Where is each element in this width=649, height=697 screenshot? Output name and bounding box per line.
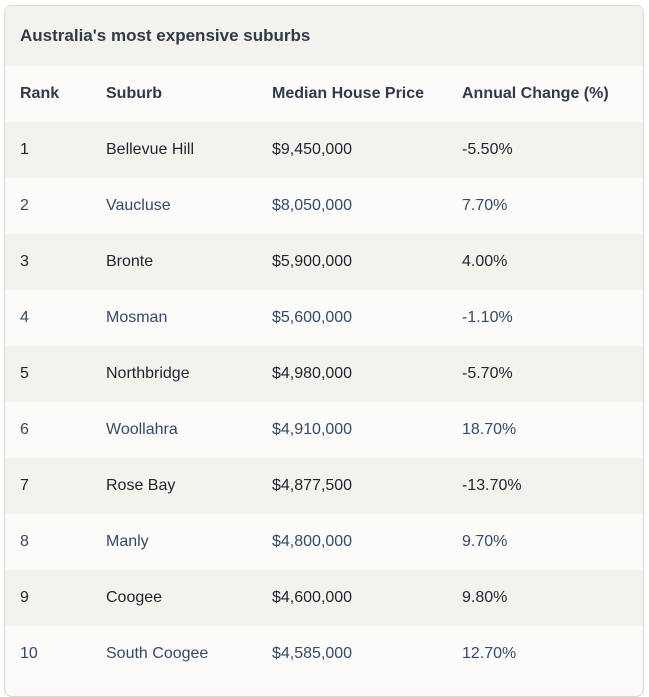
table-row: 6 Woollahra $4,910,000 18.70% <box>5 402 643 458</box>
table-row: 1 Bellevue Hill $9,450,000 -5.50% <box>5 122 643 178</box>
suburb-cell: Rose Bay <box>106 458 272 514</box>
rank-cell: 7 <box>5 458 106 514</box>
column-header-suburb: Suburb <box>106 66 272 122</box>
suburb-cell: South Coogee <box>106 626 272 682</box>
rank-cell: 1 <box>5 122 106 178</box>
suburb-cell: Mosman <box>106 290 272 346</box>
suburbs-table-card: Australia's most expensive suburbs Rank … <box>4 5 644 697</box>
table-row: 8 Manly $4,800,000 9.70% <box>5 514 643 570</box>
rank-cell: 8 <box>5 514 106 570</box>
table-header-row: Rank Suburb Median House Price Annual Ch… <box>5 66 643 122</box>
suburb-cell: Vaucluse <box>106 178 272 234</box>
table-row: 2 Vaucluse $8,050,000 7.70% <box>5 178 643 234</box>
suburb-cell: Bellevue Hill <box>106 122 272 178</box>
change-cell: 9.70% <box>462 514 643 570</box>
change-cell: -13.70% <box>462 458 643 514</box>
table-row: 5 Northbridge $4,980,000 -5.70% <box>5 346 643 402</box>
price-cell: $4,800,000 <box>272 514 462 570</box>
column-header-median-house-price: Median House Price <box>272 66 462 122</box>
column-header-rank: Rank <box>5 66 106 122</box>
price-cell: $5,600,000 <box>272 290 462 346</box>
price-cell: $5,900,000 <box>272 234 462 290</box>
change-cell: -5.50% <box>462 122 643 178</box>
suburb-cell: Manly <box>106 514 272 570</box>
price-cell: $4,585,000 <box>272 626 462 682</box>
table-row: 3 Bronte $5,900,000 4.00% <box>5 234 643 290</box>
rank-cell: 4 <box>5 290 106 346</box>
table-title: Australia's most expensive suburbs <box>5 6 643 66</box>
price-cell: $9,450,000 <box>272 122 462 178</box>
rank-cell: 10 <box>5 626 106 682</box>
suburbs-table: Rank Suburb Median House Price Annual Ch… <box>5 66 643 682</box>
table-row: 9 Coogee $4,600,000 9.80% <box>5 570 643 626</box>
rank-cell: 2 <box>5 178 106 234</box>
suburb-cell: Woollahra <box>106 402 272 458</box>
change-cell: 18.70% <box>462 402 643 458</box>
column-header-annual-change: Annual Change (%) <box>462 66 643 122</box>
change-cell: -5.70% <box>462 346 643 402</box>
rank-cell: 9 <box>5 570 106 626</box>
price-cell: $4,877,500 <box>272 458 462 514</box>
change-cell: 9.80% <box>462 570 643 626</box>
change-cell: 7.70% <box>462 178 643 234</box>
change-cell: -1.10% <box>462 290 643 346</box>
price-cell: $4,600,000 <box>272 570 462 626</box>
suburb-cell: Northbridge <box>106 346 272 402</box>
rank-cell: 3 <box>5 234 106 290</box>
price-cell: $8,050,000 <box>272 178 462 234</box>
table-row: 10 South Coogee $4,585,000 12.70% <box>5 626 643 682</box>
change-cell: 12.70% <box>462 626 643 682</box>
price-cell: $4,910,000 <box>272 402 462 458</box>
price-cell: $4,980,000 <box>272 346 462 402</box>
suburb-cell: Coogee <box>106 570 272 626</box>
table-row: 7 Rose Bay $4,877,500 -13.70% <box>5 458 643 514</box>
suburb-cell: Bronte <box>106 234 272 290</box>
change-cell: 4.00% <box>462 234 643 290</box>
rank-cell: 6 <box>5 402 106 458</box>
table-row: 4 Mosman $5,600,000 -1.10% <box>5 290 643 346</box>
rank-cell: 5 <box>5 346 106 402</box>
